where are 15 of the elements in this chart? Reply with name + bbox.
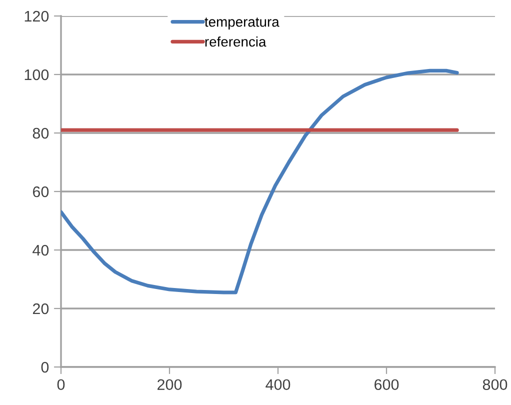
y-tick-label: 120: [24, 10, 49, 22]
x-tick-label: 200: [158, 379, 182, 390]
y-tick-label: 60: [32, 186, 49, 198]
legend-label: temperatura: [204, 18, 280, 30]
y-tick-label: 20: [32, 303, 49, 314]
y-tick-label: 100: [24, 69, 49, 80]
x-tick-label: 800: [482, 379, 508, 390]
legend-label: referencia: [205, 36, 266, 47]
y-tick-label: 0: [41, 362, 49, 373]
line-series: [61, 68, 459, 294]
x-tick-label: 600: [374, 379, 399, 390]
y-tick-label: 40: [32, 244, 49, 256]
y-tick-label: 80: [32, 128, 49, 139]
x-tick-label: 400: [266, 379, 290, 390]
x-tick-label: 0: [57, 379, 65, 390]
